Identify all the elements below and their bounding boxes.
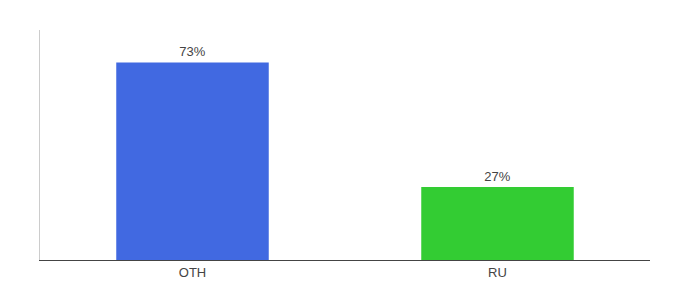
svg-text:OTH: OTH bbox=[179, 265, 206, 280]
svg-text:27%: 27% bbox=[484, 169, 510, 184]
svg-text:RU: RU bbox=[488, 265, 507, 280]
svg-text:73%: 73% bbox=[179, 44, 205, 59]
